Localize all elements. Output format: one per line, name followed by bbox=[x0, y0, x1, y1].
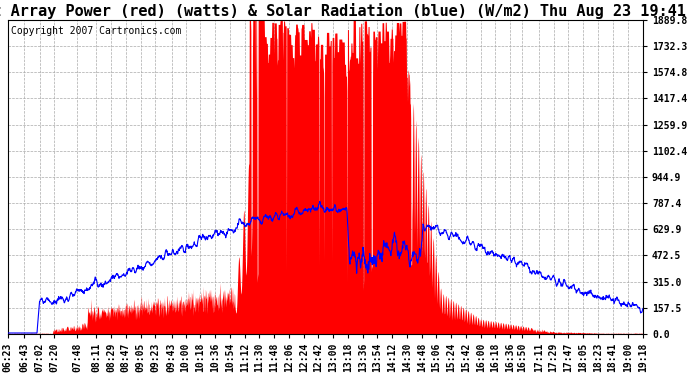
Title: East Array Power (red) (watts) & Solar Radiation (blue) (W/m2) Thu Aug 23 19:41: East Array Power (red) (watts) & Solar R… bbox=[0, 3, 686, 19]
Text: Copyright 2007 Cartronics.com: Copyright 2007 Cartronics.com bbox=[11, 26, 181, 36]
